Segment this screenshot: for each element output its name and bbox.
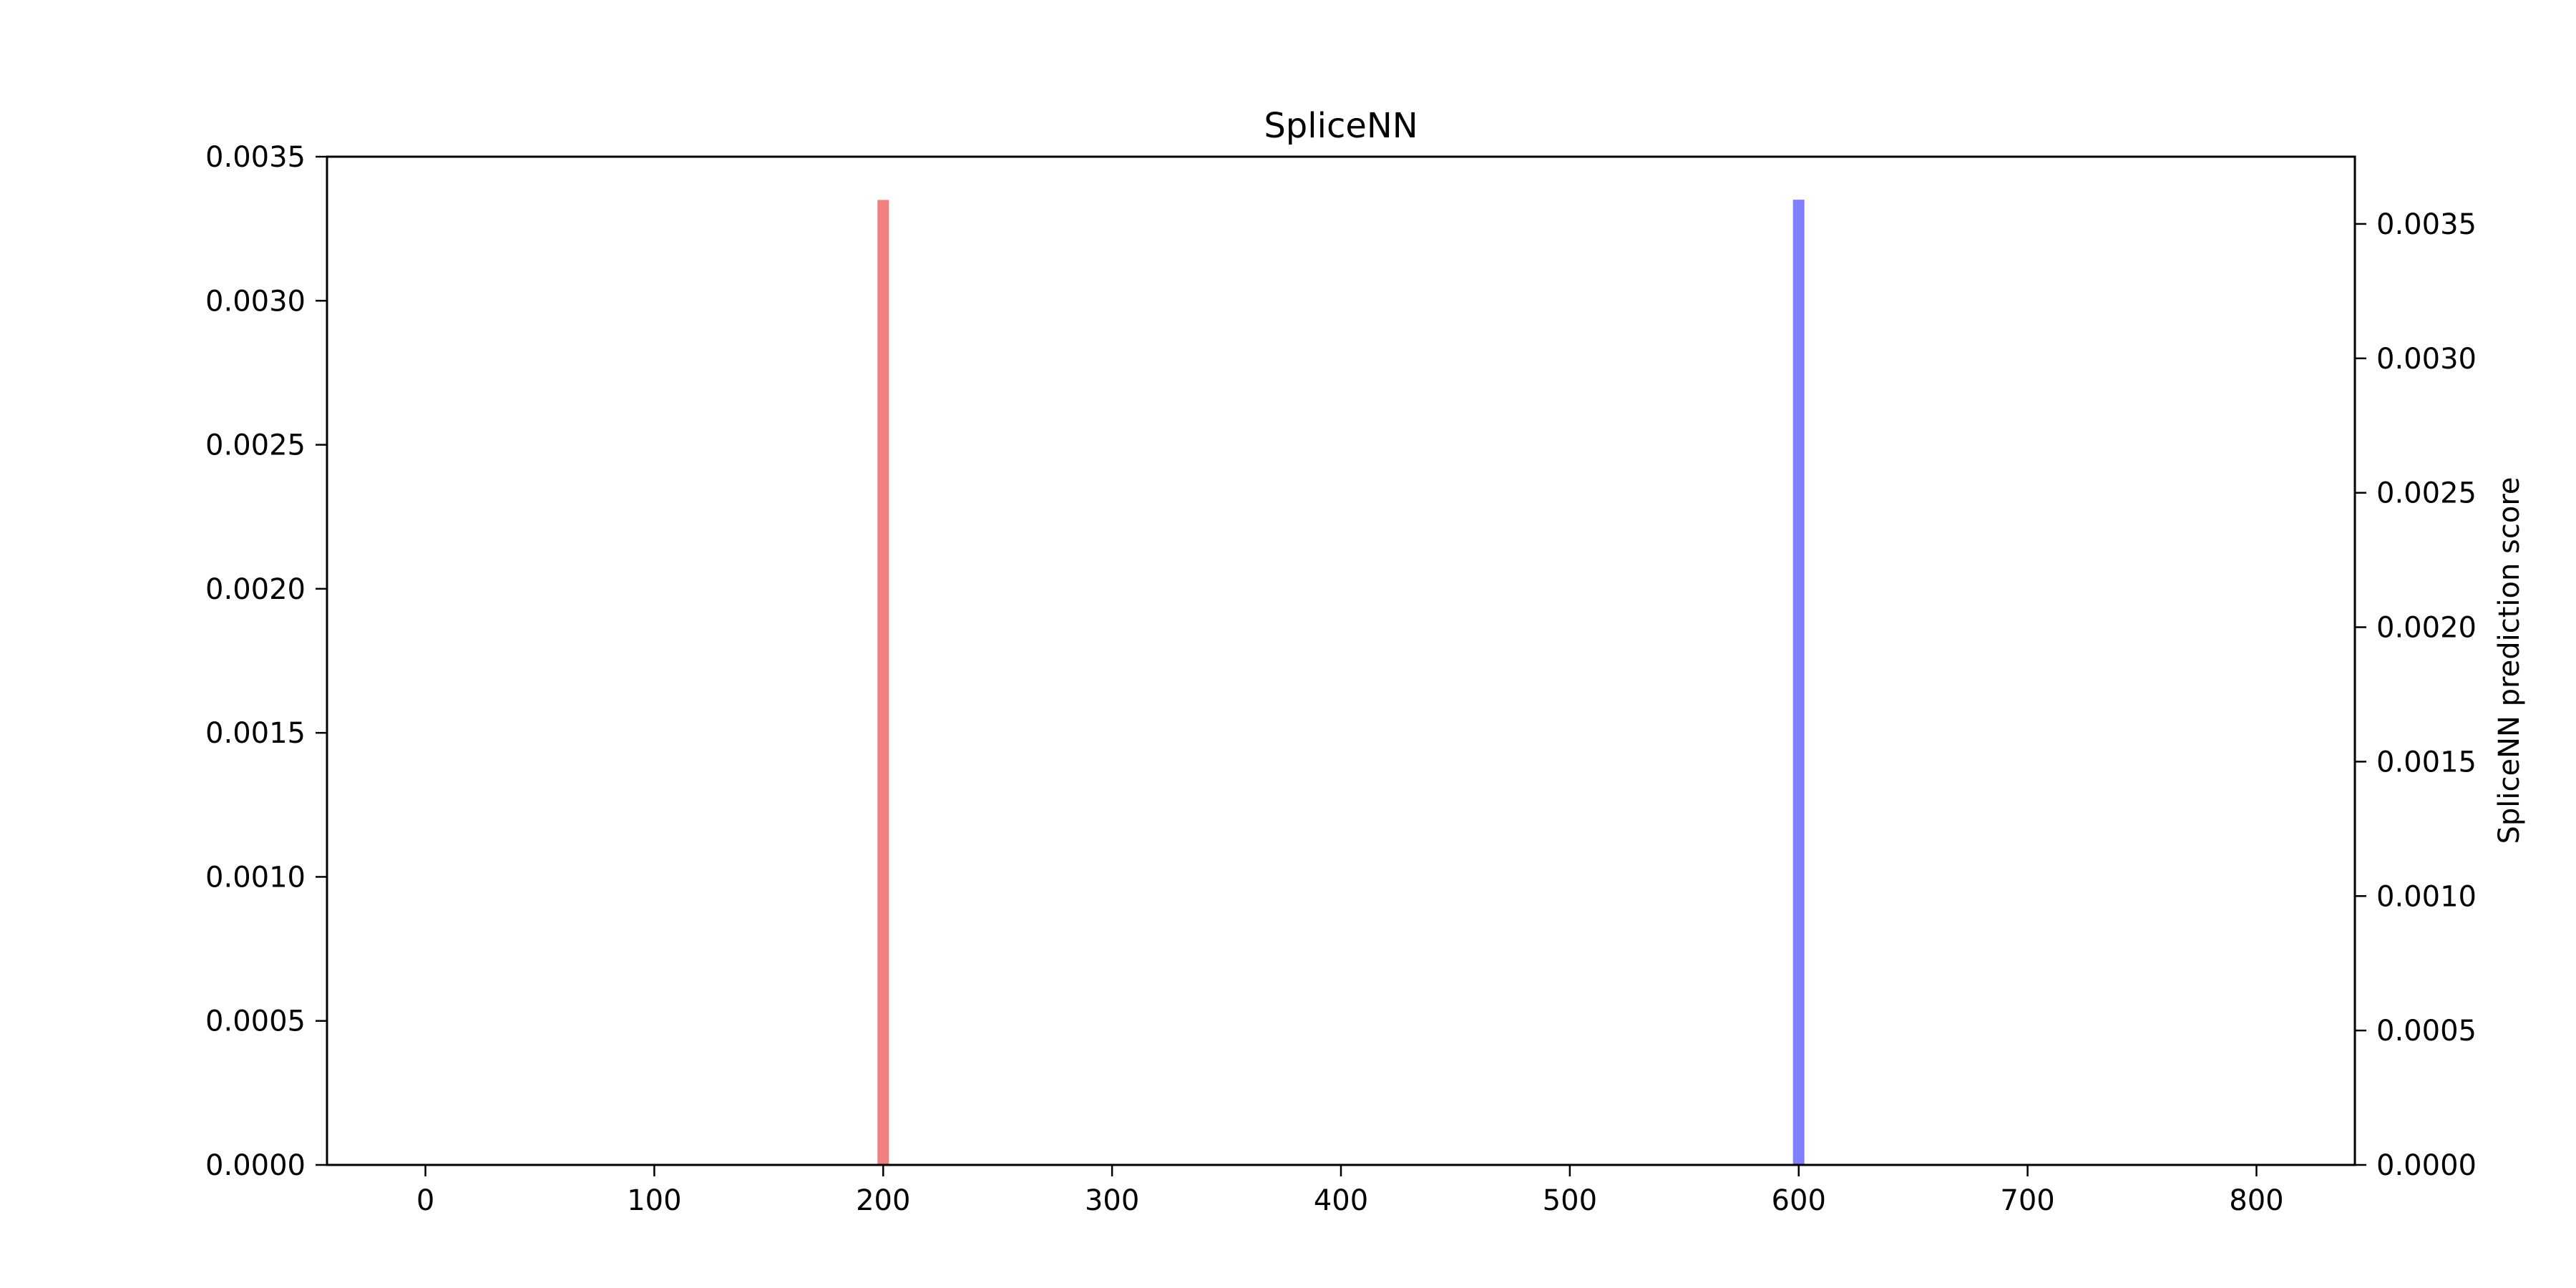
y-left-tick-label: 0.0035 — [205, 141, 306, 174]
bar-left-200 — [877, 200, 889, 1165]
x-tick-label: 500 — [1543, 1184, 1597, 1217]
y-axis-left: 0.0000 0.0005 0.0010 0.0015 0.0020 0.0025 0.00… — [205, 141, 327, 1182]
y-axis-right-label: SpliceNN prediction score — [2493, 477, 2526, 844]
y-left-tick-label: 0.0020 — [205, 573, 306, 606]
y-right-tick-label: 0.0020 — [2376, 612, 2477, 645]
bars-layer — [877, 200, 1805, 1166]
y-right-tick-label: 0.0000 — [2376, 1149, 2477, 1182]
x-tick-label: 800 — [2229, 1184, 2283, 1217]
y-right-tick-label: 0.0010 — [2376, 880, 2477, 913]
x-tick-label: 700 — [2000, 1184, 2054, 1217]
y-left-tick-label: 0.0015 — [205, 717, 306, 750]
y-right-tick-label: 0.0005 — [2376, 1015, 2477, 1048]
chart-title: SpliceNN — [1264, 106, 1418, 146]
x-axis: 0 100 200 300 400 500 600 700 800 — [416, 1165, 2284, 1217]
y-right-tick-label: 0.0025 — [2376, 477, 2477, 510]
bar-right-600 — [1792, 200, 1805, 1166]
y-right-tick-label: 0.0035 — [2376, 208, 2477, 241]
y-axis-right: 0.0000 0.0005 0.0010 0.0015 0.0020 0.0025 0.00… — [2355, 208, 2477, 1182]
x-tick-label: 0 — [416, 1184, 434, 1217]
y-left-tick-label: 0.0005 — [205, 1005, 306, 1038]
y-left-tick-label: 0.0030 — [205, 285, 306, 318]
x-tick-label: 400 — [1314, 1184, 1368, 1217]
y-right-tick-label: 0.0030 — [2376, 343, 2477, 376]
y-left-tick-label: 0.0025 — [205, 429, 306, 462]
x-tick-label: 600 — [1772, 1184, 1826, 1217]
y-left-tick-label: 0.0010 — [205, 861, 306, 894]
y-right-tick-label: 0.0015 — [2376, 746, 2477, 779]
y-left-tick-label: 0.0000 — [205, 1149, 306, 1182]
x-tick-label: 300 — [1085, 1184, 1139, 1217]
x-tick-label: 200 — [856, 1184, 910, 1217]
x-tick-label: 100 — [627, 1184, 681, 1217]
